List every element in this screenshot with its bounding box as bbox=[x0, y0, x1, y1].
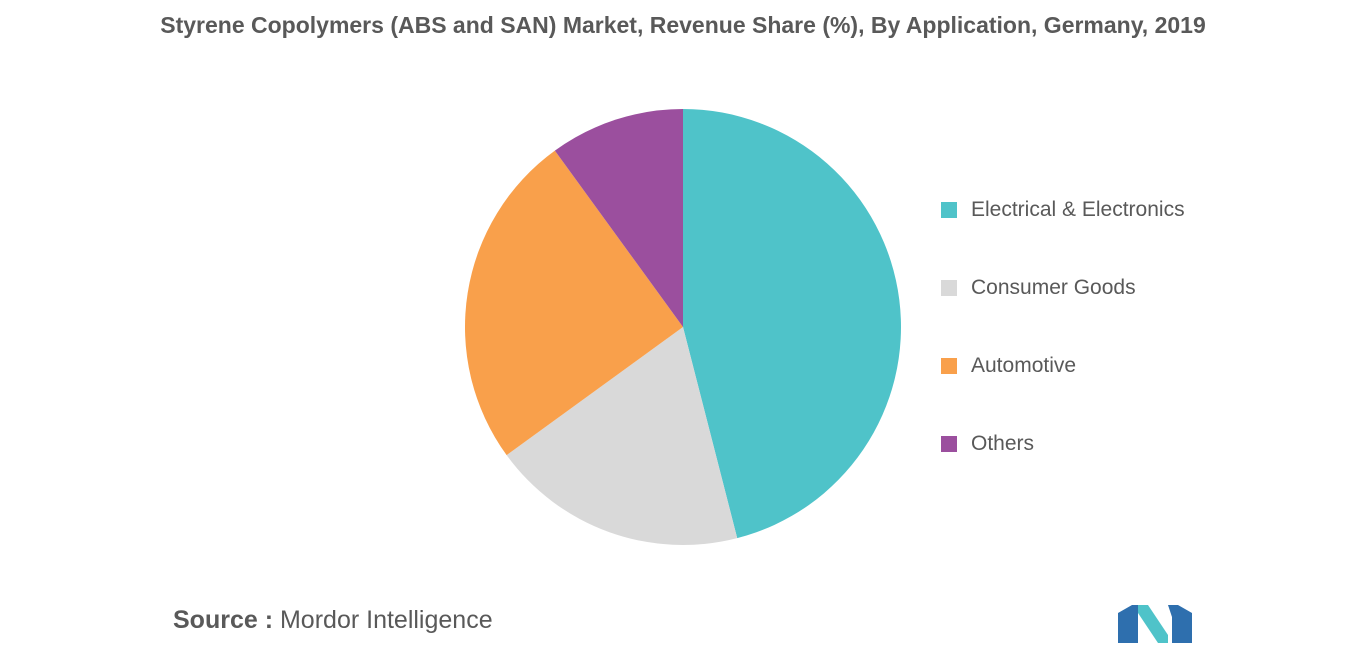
logo-mark-left bbox=[1118, 605, 1138, 643]
legend-label: Consumer Goods bbox=[971, 276, 1136, 299]
source-name: Mordor Intelligence bbox=[279, 606, 493, 634]
legend-item: Consumer Goods bbox=[941, 273, 1136, 303]
legend-swatch bbox=[941, 436, 957, 452]
legend-item: Automotive bbox=[941, 351, 1076, 381]
source-note: Source : Mordor Intelligence bbox=[173, 606, 493, 635]
logo-mark-right bbox=[1168, 605, 1192, 643]
legend-swatch bbox=[941, 280, 957, 296]
chart-title: Styrene Copolymers (ABS and SAN) Market,… bbox=[160, 12, 1206, 38]
legend-swatch bbox=[941, 358, 957, 374]
pie-slice-consumer-goods bbox=[506, 327, 738, 545]
pie-slice-automotive bbox=[464, 150, 683, 456]
legend-item: Others bbox=[941, 429, 1034, 459]
legend-swatch bbox=[941, 202, 957, 218]
legend-label: Others bbox=[971, 432, 1035, 455]
mordor-intelligence-logo-icon bbox=[1118, 605, 1192, 643]
pie-slice-others bbox=[554, 108, 683, 327]
pie-slice-electrical-electronics bbox=[683, 109, 901, 539]
legend-label: Electrical & Electronics bbox=[971, 198, 1185, 221]
source-prefix: Source : bbox=[173, 606, 274, 634]
logo-mark-middle bbox=[1138, 605, 1168, 643]
legend-label: Automotive bbox=[971, 354, 1077, 377]
legend-item: Electrical & Electronics bbox=[941, 195, 1185, 225]
